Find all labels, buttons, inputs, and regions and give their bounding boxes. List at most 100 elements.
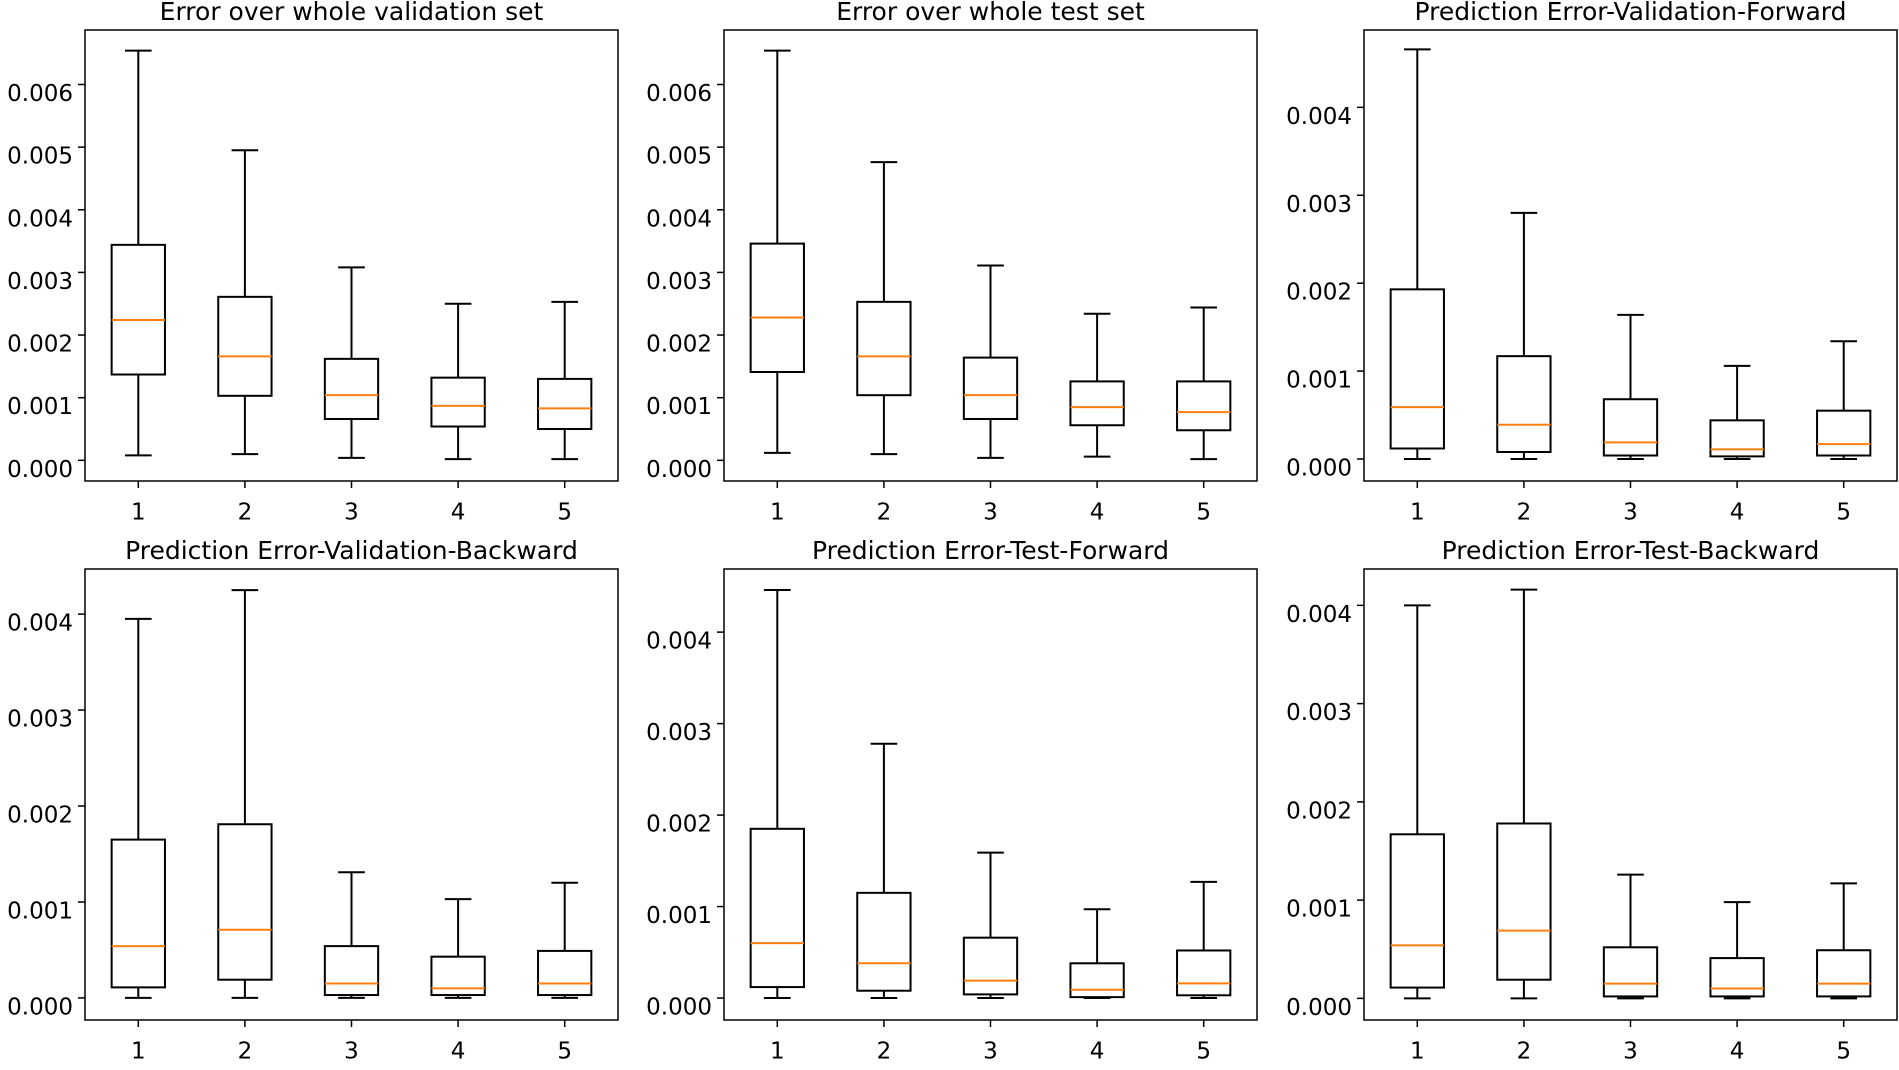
box [856, 300, 912, 397]
x-tick-label: 1 [770, 500, 785, 526]
y-tick-label: 0.006 [646, 81, 712, 107]
x-tick-label: 4 [1730, 1039, 1745, 1065]
y-tick-label: 0.003 [1286, 192, 1352, 218]
x-tick-label: 2 [877, 1039, 892, 1065]
subplot: Error over whole test set 0.000 0.001 0.002… [646, 0, 1258, 526]
x-tick-label: 1 [1410, 1039, 1425, 1065]
box [1176, 949, 1232, 997]
y-tick-label: 0.000 [646, 457, 712, 483]
box [1709, 419, 1765, 458]
box [749, 242, 805, 374]
box [749, 827, 805, 989]
subplot: Error over whole validation set 0.000 0.00… [7, 0, 619, 526]
box [537, 377, 593, 431]
box [323, 357, 380, 420]
y-tick-label: 0.004 [646, 629, 712, 655]
box [430, 376, 486, 428]
x-tick-label: 5 [1196, 1039, 1211, 1065]
x-tick-label: 1 [770, 1039, 785, 1065]
y-tick-label: 0.002 [646, 812, 712, 838]
subplot-title: Prediction Error-Validation-Forward [1414, 0, 1846, 26]
y-tick-label: 0.000 [7, 994, 73, 1020]
box [1816, 949, 1872, 998]
y-tick-label: 0.003 [1286, 700, 1352, 726]
box [1069, 380, 1125, 427]
y-tick-label: 0.000 [7, 457, 73, 483]
y-tick-label: 0.000 [1286, 456, 1352, 482]
x-tick-label: 5 [557, 500, 572, 526]
box [323, 945, 380, 997]
box [217, 295, 273, 397]
plot-frame [723, 29, 1258, 482]
y-tick-label: 0.001 [7, 394, 73, 420]
y-tick-label: 0.003 [7, 707, 73, 733]
x-tick-label: 2 [1517, 500, 1532, 526]
box [110, 838, 166, 989]
y-tick-label: 0.003 [7, 269, 73, 295]
box [1602, 398, 1659, 457]
box [1389, 833, 1445, 989]
x-tick-label: 4 [1090, 500, 1105, 526]
x-tick-label: 2 [877, 500, 892, 526]
plot-frame [1363, 568, 1898, 1021]
x-tick-label: 3 [344, 500, 359, 526]
x-tick-label: 5 [1836, 1039, 1851, 1065]
y-tick-label: 0.002 [7, 803, 73, 829]
x-tick-label: 1 [131, 500, 146, 526]
subplot-title: Prediction Error-Test-Forward [812, 536, 1169, 565]
x-tick-label: 3 [344, 1039, 359, 1065]
y-tick-label: 0.001 [646, 394, 712, 420]
x-tick-label: 4 [1090, 1039, 1105, 1065]
x-tick-label: 1 [1410, 500, 1425, 526]
y-tick-label: 0.004 [7, 611, 73, 637]
x-tick-label: 2 [238, 1039, 253, 1065]
x-tick-label: 2 [238, 500, 253, 526]
y-tick-label: 0.003 [646, 269, 712, 295]
x-tick-label: 5 [557, 1039, 572, 1065]
y-tick-label: 0.000 [646, 995, 712, 1021]
y-tick-label: 0.004 [1286, 602, 1352, 628]
box [1709, 957, 1765, 998]
x-tick-label: 3 [983, 1039, 998, 1065]
box [962, 356, 1019, 420]
box [1389, 288, 1445, 450]
box [1496, 822, 1552, 981]
x-tick-label: 4 [451, 1039, 466, 1065]
box [1176, 380, 1232, 432]
plot-frame [1363, 29, 1898, 482]
subplot-title: Error over whole validation set [160, 0, 544, 26]
plot-frame [84, 29, 619, 482]
y-tick-label: 0.001 [646, 903, 712, 929]
subplot: Prediction Error-Test-Backward 0.000 0.001… [1286, 536, 1898, 1065]
x-tick-label: 5 [1836, 500, 1851, 526]
y-tick-label: 0.003 [646, 720, 712, 746]
subplot: Prediction Error-Validation-Forward 0.000… [1286, 0, 1898, 526]
x-tick-label: 2 [1517, 1039, 1532, 1065]
subplot-title: Prediction Error-Validation-Backward [125, 536, 578, 565]
y-tick-label: 0.005 [7, 144, 73, 170]
x-tick-label: 3 [1623, 1039, 1638, 1065]
box [537, 949, 593, 997]
x-tick-label: 3 [1623, 500, 1638, 526]
y-tick-label: 0.000 [1286, 995, 1352, 1021]
x-tick-label: 1 [131, 1039, 146, 1065]
plot-frame [723, 568, 1258, 1021]
box [110, 243, 166, 376]
y-tick-label: 0.002 [1286, 798, 1352, 824]
box [430, 955, 486, 997]
x-tick-label: 3 [983, 500, 998, 526]
y-tick-label: 0.004 [7, 206, 73, 232]
box [962, 936, 1019, 996]
box [1602, 946, 1659, 998]
box [1069, 962, 1125, 999]
box [1816, 409, 1872, 457]
subplot-title: Error over whole test set [836, 0, 1145, 26]
y-tick-label: 0.001 [7, 898, 73, 924]
subplot: Prediction Error-Validation-Backward 0.00… [7, 536, 619, 1065]
y-tick-label: 0.004 [1286, 104, 1352, 130]
y-tick-label: 0.002 [1286, 280, 1352, 306]
box [217, 823, 273, 981]
x-tick-label: 4 [1730, 500, 1745, 526]
subplot-title: Prediction Error-Test-Backward [1442, 536, 1820, 565]
